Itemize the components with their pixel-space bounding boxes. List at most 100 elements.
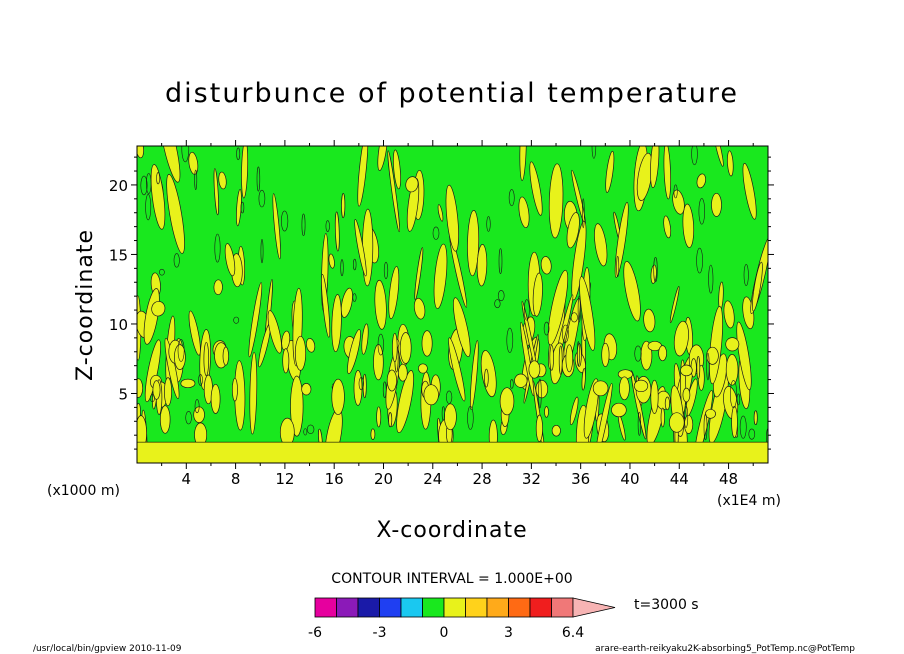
contour-region	[421, 330, 433, 357]
contour-region	[188, 310, 201, 356]
contour-line	[634, 345, 642, 362]
colorbar-tick-label: 3	[504, 625, 513, 641]
colorbar-extension-arrow	[572, 597, 616, 618]
colorbar-tick-label: 0	[440, 625, 449, 641]
contour-region	[290, 375, 304, 437]
contour-region	[392, 332, 398, 363]
contour-region	[414, 247, 424, 301]
colorbar	[314, 597, 616, 618]
contour-line	[281, 210, 289, 232]
x-scale-label: (x1E4 m)	[717, 493, 781, 509]
contour-region	[601, 342, 610, 367]
contour-region	[370, 428, 376, 440]
contour-region	[373, 344, 384, 381]
contour-line	[340, 259, 344, 277]
contour-line	[256, 166, 261, 192]
contour-region	[224, 243, 236, 277]
contour-line	[562, 324, 569, 343]
contour-line	[352, 293, 357, 302]
contour-region	[605, 150, 615, 193]
contour-region	[341, 193, 346, 219]
contour-region	[540, 256, 552, 275]
contour-line	[353, 258, 357, 271]
contour-region	[672, 189, 685, 215]
contour-region	[423, 384, 439, 406]
footer-right: arare-earth-reikyaku2K-absorbing5_PotTem…	[595, 644, 855, 654]
x-tick-label: 20	[374, 470, 393, 488]
contour-line	[577, 295, 581, 323]
contour-interval-label: CONTOUR INTERVAL = 1.000E+00	[331, 571, 572, 587]
colorbar-cell	[551, 597, 574, 618]
contour-region	[362, 208, 374, 287]
contour-line	[260, 239, 264, 264]
positive-contour-regions	[137, 146, 768, 463]
colorbar-cell	[422, 597, 445, 618]
contour-region	[736, 321, 752, 391]
contour-region	[418, 363, 428, 374]
contour-region	[164, 377, 172, 407]
colorbar-ticks: -6 -3 0 3 6.4	[308, 625, 584, 641]
contour-region	[566, 212, 580, 249]
contour-region	[231, 377, 238, 402]
contour-line	[306, 424, 315, 434]
y-axis-ticks: 5 10 15 20	[109, 156, 774, 450]
x-unit-label: (x1000 m)	[47, 483, 120, 499]
y-tick-label: 5	[118, 385, 128, 403]
contour-line	[140, 175, 148, 196]
y-tick-label: 10	[109, 316, 128, 334]
contour-region	[518, 196, 530, 229]
contour-region	[387, 150, 400, 233]
x-tick-label: 48	[719, 470, 738, 488]
contour-region	[581, 368, 586, 391]
contour-region	[521, 300, 539, 378]
contour-region	[362, 373, 367, 399]
contour-line	[497, 290, 505, 302]
contour-region	[331, 378, 345, 416]
contour-line	[145, 194, 152, 221]
contour-region	[347, 329, 361, 375]
contour-line	[383, 261, 389, 280]
contour-region	[267, 310, 282, 354]
contour-region	[174, 344, 186, 370]
contour-region	[272, 193, 281, 260]
contour-region	[150, 164, 166, 230]
contour-region	[565, 344, 574, 373]
contour-region	[166, 174, 185, 254]
contour-region	[388, 266, 400, 320]
contour-region	[376, 406, 382, 428]
contour-region	[321, 274, 331, 338]
contour-line	[159, 268, 165, 276]
contour-line	[696, 247, 703, 274]
contour-region	[535, 414, 543, 442]
contour-region	[137, 146, 144, 159]
x-tick-label: 44	[670, 470, 689, 488]
chart-title: disturbunce of potential temperature	[165, 78, 739, 109]
y-tick-label: 15	[109, 246, 128, 264]
contour-region	[633, 379, 649, 393]
contour-region	[361, 323, 369, 355]
x-axis-ticks: 4 8 12 16 20 24 28 32 36 40 44 48	[161, 140, 754, 488]
colorbar-cell	[357, 597, 380, 618]
contour-region	[437, 204, 444, 222]
contour-region	[520, 321, 535, 396]
contour-line	[303, 428, 308, 436]
contour-line	[467, 405, 474, 430]
contour-region	[529, 161, 543, 216]
contour-region	[579, 276, 596, 351]
contour-line	[441, 406, 446, 421]
contour-line	[703, 413, 708, 441]
contour-line	[653, 257, 658, 283]
contour-line	[198, 374, 203, 386]
contour-line	[570, 312, 578, 323]
contour-region	[357, 146, 369, 207]
contour-region	[248, 282, 263, 358]
contour-region	[673, 320, 689, 357]
contour-region	[354, 219, 367, 277]
contour-line	[301, 213, 306, 237]
contour-line	[683, 405, 689, 428]
contour-region	[663, 215, 672, 239]
contour-region	[705, 408, 716, 419]
y-axis-label: Z-coordinate	[73, 229, 98, 381]
contour-line	[146, 173, 152, 194]
contour-region	[544, 406, 549, 418]
